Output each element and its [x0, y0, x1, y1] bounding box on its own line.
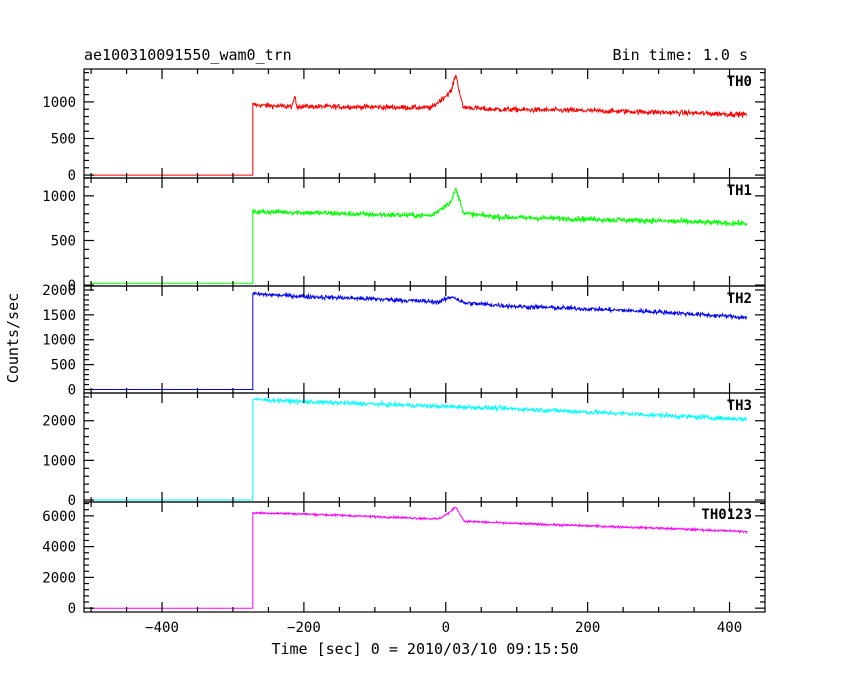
y-tick-label: 6000: [42, 509, 76, 525]
x-tick-label: 0: [442, 620, 450, 636]
panel-label-th2: TH2: [727, 291, 752, 307]
panel-label-th1: TH1: [727, 183, 752, 199]
series-th0-line: [91, 73, 748, 176]
x-tick-label: 400: [717, 620, 742, 636]
y-tick-label: 1000: [42, 189, 76, 205]
y-tick-label: 1000: [42, 333, 76, 349]
y-tick-label: 2000: [42, 570, 76, 586]
y-tick-label: 1500: [42, 308, 76, 324]
chart-title: ae100310091550_wam0_trn: [84, 46, 292, 64]
y-axis-label: Counts/sec: [4, 293, 22, 383]
y-tick-label: 0: [68, 278, 76, 294]
panel-th2: 0 500 1000 1500 2000 TH2: [42, 283, 766, 399]
panel-th0: 0 500 1000 TH0: [42, 68, 766, 184]
series-th0123-line: [91, 506, 748, 609]
panel-th3: 0 1000 2000 TH3: [42, 392, 766, 509]
panel-label-th0123: TH0123: [701, 507, 752, 523]
y-tick-label: 0: [68, 168, 76, 184]
y-tick-label: 500: [51, 131, 76, 147]
y-tick-label: 2000: [42, 414, 76, 430]
y-tick-label: 500: [51, 358, 76, 374]
y-tick-label: 0: [68, 601, 76, 617]
panel-label-th3: TH3: [727, 398, 752, 414]
panel-frame: [83, 68, 766, 179]
panel-frame: [83, 392, 766, 503]
y-tick-label: 2000: [42, 283, 76, 299]
series-th2-line: [91, 291, 747, 390]
series-th1-line: [91, 187, 748, 284]
panels-group: 0 500 1000 TH0 0 500 1000 TH1 0 500 1000 1500 2000 TH…: [42, 68, 766, 617]
panel-frame: [83, 177, 766, 287]
y-tick-label: 1000: [42, 95, 76, 111]
y-tick-label: 1000: [42, 453, 76, 469]
x-tick-label: −200: [287, 620, 321, 636]
x-tick-label: 200: [575, 620, 600, 636]
x-axis-label: Time [sec] 0 = 2010/03/10 09:15:50: [271, 640, 578, 658]
panel-th0123: 0 2000 4000 6000 TH0123: [42, 501, 766, 617]
panel-label-th0: TH0: [727, 74, 752, 90]
y-tick-label: 500: [51, 233, 76, 249]
x-axis: −400 −200 0 200 400: [145, 620, 742, 636]
panel-frame: [83, 501, 766, 613]
y-tick-label: 0: [68, 493, 76, 509]
bin-time-label: Bin time: 1.0 s: [613, 46, 748, 64]
y-tick-label: 0: [68, 383, 76, 399]
panel-th1: 0 500 1000 TH1: [42, 177, 766, 294]
y-tick-label: 4000: [42, 540, 76, 556]
x-tick-label: −400: [145, 620, 179, 636]
series-th3-line: [91, 397, 748, 501]
